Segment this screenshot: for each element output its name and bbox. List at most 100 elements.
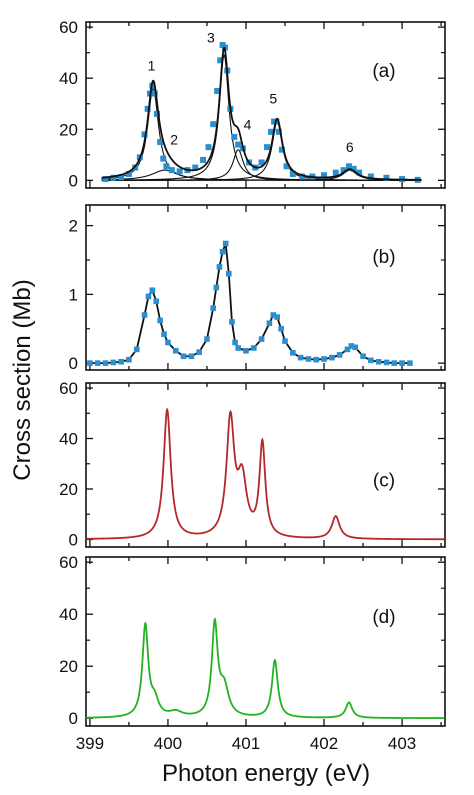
x-tick-label: 400 xyxy=(154,734,182,753)
y-tick-label: 60 xyxy=(59,553,78,572)
plot-frame xyxy=(85,204,446,371)
data-point xyxy=(118,358,124,365)
data-point xyxy=(133,346,140,353)
data-point xyxy=(232,339,238,346)
data-point xyxy=(336,352,343,358)
data-point xyxy=(332,169,339,176)
y-tick-label: 60 xyxy=(59,379,78,398)
data-point xyxy=(214,87,221,94)
data-point xyxy=(219,248,226,255)
data-point xyxy=(346,163,353,170)
peak-label-5: 5 xyxy=(269,91,277,107)
data-point xyxy=(278,146,285,153)
data-point xyxy=(274,314,281,320)
data-point xyxy=(352,344,359,351)
y-tick-label: 40 xyxy=(59,69,78,88)
x-tick-label: 401 xyxy=(232,734,260,753)
data-point xyxy=(204,336,210,342)
plot-area xyxy=(86,407,445,541)
y-tick-label: 0 xyxy=(69,354,78,373)
data-point xyxy=(283,163,290,170)
y-tick-label: 60 xyxy=(59,18,78,37)
plot-frame xyxy=(85,382,446,548)
plot-area xyxy=(86,617,445,719)
data-point xyxy=(188,353,195,360)
y-tick-label: 1 xyxy=(69,285,78,304)
y-tick-label: 20 xyxy=(59,480,78,499)
data-point xyxy=(110,359,117,366)
y-tick-label: 0 xyxy=(69,709,78,728)
data-point xyxy=(125,170,132,177)
data-point xyxy=(145,293,152,300)
data-point xyxy=(172,347,179,354)
theory-line xyxy=(86,407,445,541)
data-point xyxy=(344,346,351,353)
data-point xyxy=(94,360,101,366)
data-point xyxy=(340,167,347,174)
data-point xyxy=(222,240,229,247)
y-tick-label: 0 xyxy=(69,171,78,190)
data-point xyxy=(102,176,109,183)
data-point xyxy=(176,168,183,175)
y-tick-label: 20 xyxy=(59,120,78,139)
panel-b: 0 1 2 (b) xyxy=(69,204,446,373)
data-point xyxy=(168,167,175,174)
data-point xyxy=(360,353,366,360)
panel-label: (b) xyxy=(372,247,395,268)
data-point xyxy=(383,359,390,366)
x-tick-label: 402 xyxy=(310,734,338,753)
plot-frame xyxy=(85,21,446,189)
data-point xyxy=(210,121,217,128)
y-tick-label: 2 xyxy=(69,217,78,236)
data-point xyxy=(305,356,312,362)
component-curve-5 xyxy=(101,120,422,181)
data-point xyxy=(321,356,327,362)
data-point xyxy=(350,165,357,172)
data-point xyxy=(205,144,212,151)
data-point xyxy=(356,169,363,176)
panel-label: (c) xyxy=(373,470,395,491)
data-point xyxy=(192,164,199,171)
data-point xyxy=(275,128,282,135)
data-point xyxy=(213,284,220,291)
data-point xyxy=(290,350,296,356)
plot-frame xyxy=(85,556,446,727)
data-point xyxy=(235,141,242,148)
data-point xyxy=(329,354,335,361)
data-point xyxy=(161,331,167,338)
peak-label-6: 6 xyxy=(346,139,354,155)
data-point xyxy=(165,339,171,346)
data-point xyxy=(282,338,288,344)
data-point xyxy=(229,319,235,325)
y-tick-label: 0 xyxy=(69,530,78,549)
plot-area xyxy=(101,41,422,183)
y-tick-label: 40 xyxy=(59,430,78,449)
plot-area xyxy=(87,240,413,366)
x-axis-title: Photon energy (eV) xyxy=(162,760,370,787)
fit-total-line xyxy=(101,46,422,181)
peak-label-4: 4 xyxy=(244,116,252,132)
panel-a: 0 20 40 60 1 2 3 4 5 6 (a) xyxy=(59,18,446,190)
data-point xyxy=(216,264,223,270)
data-point xyxy=(264,144,271,151)
data-point xyxy=(348,343,355,349)
data-point xyxy=(321,172,328,179)
data-point xyxy=(160,155,167,162)
data-point xyxy=(407,360,413,366)
data-point xyxy=(157,139,164,146)
data-point xyxy=(126,356,132,363)
data-point xyxy=(297,354,304,361)
x-tick-label: 399 xyxy=(76,734,104,753)
panel-label: (a) xyxy=(372,61,395,82)
data-point xyxy=(399,360,405,366)
data-point xyxy=(266,320,273,327)
y-axis-title: Cross section (Mb) xyxy=(9,279,36,480)
data-point xyxy=(141,312,148,318)
data-point xyxy=(163,163,170,170)
panel-label: (d) xyxy=(372,607,395,628)
panel-c: 0 20 40 60 (c) xyxy=(59,379,446,549)
data-point xyxy=(144,105,151,112)
data-point xyxy=(226,270,232,277)
